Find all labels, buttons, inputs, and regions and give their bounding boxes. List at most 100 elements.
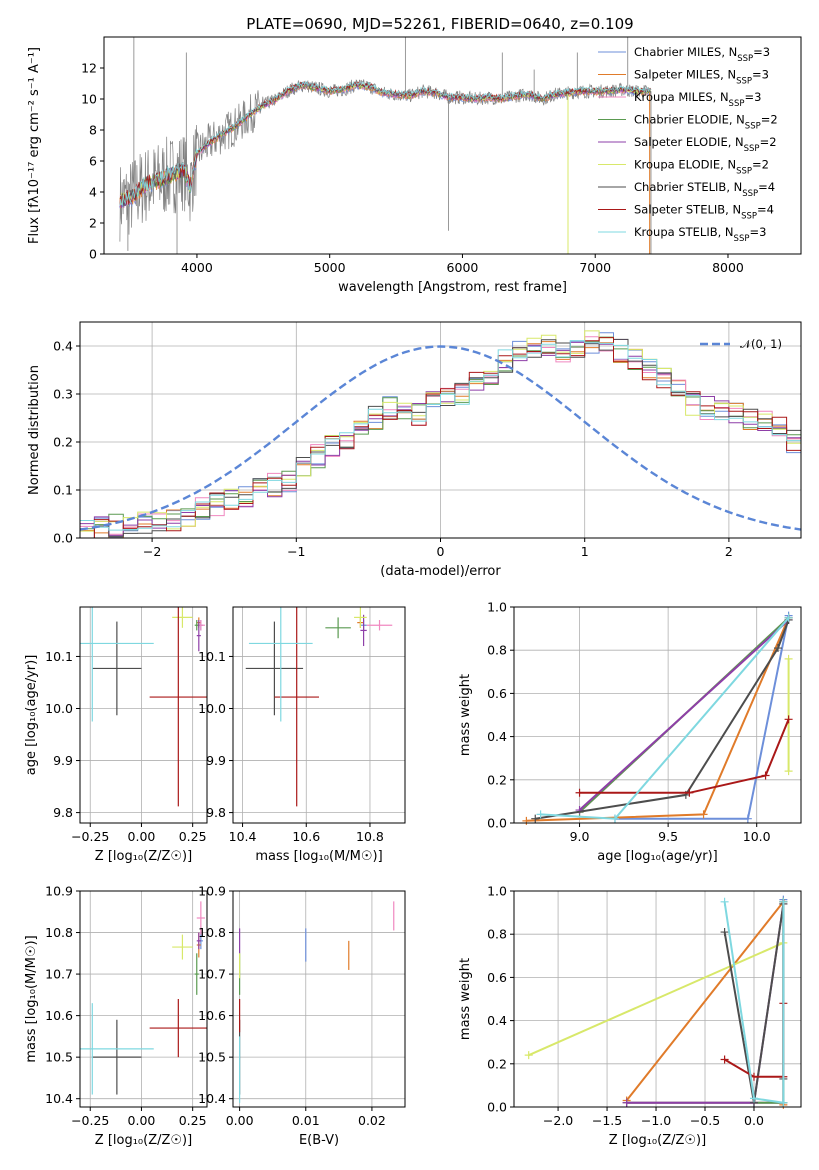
weight-marker [784,715,793,724]
legend-entry: Chabrier STELIB, NSSP=4 [634,180,775,199]
histogram-4 [80,339,801,538]
weight-marker [531,814,540,823]
x-tick-label: 8000 [712,260,744,275]
model-spectrum-3 [119,82,651,207]
y-tick-label: 10.0 [45,701,73,716]
legend-entry: Kroupa MILES, NSSP=3 [634,90,761,109]
weight-series-8 [723,901,785,1104]
y-tick-label: 0.8 [487,643,507,658]
axes-frame [103,36,802,255]
y-axis-label: mass weight [458,958,473,1040]
x-tick-label: 0.00 [226,1113,254,1128]
axes-frame [513,606,802,824]
y-tick-label: 0.1 [53,483,73,498]
model-spectrum-1 [119,83,651,209]
residuals-panel: −2 −1 0 1 2 0.0 0.1 0.2 0.3 0.4 (data-model)/error… [27,321,802,579]
weight-marker [761,771,770,780]
weight-vs-age-plot-area [522,611,793,825]
x-tick-label: −1.5 [592,1113,622,1128]
y-tick-label: 0.8 [487,927,507,942]
y-tick-label: 10.6 [198,1008,226,1023]
weight-marker [720,897,729,906]
histogram-0 [80,332,801,538]
y-tick-label: 10.7 [198,967,226,982]
x-tick-label: 9.5 [658,829,678,844]
legend-entry: Kroupa STELIB, NSSP=3 [634,225,766,244]
x-tick-label: 7000 [579,260,611,275]
y-tick-label: 1.0 [487,600,507,615]
weight-series-5 [528,941,784,1057]
y-tick-label: 10.1 [45,649,73,664]
residuals-plot-area [80,330,801,538]
weight-marker [784,613,793,622]
axes-frame [513,890,802,1108]
x-tick-label: 6000 [447,260,479,275]
mass-vs-EBV-plot-area [239,901,395,1103]
x-tick-label: 2 [725,544,733,559]
model-spectrum-2 [119,83,651,209]
weight-marker [522,816,531,825]
weight-marker [524,1051,533,1060]
weight-marker [779,1098,788,1107]
model-spectrum-0 [119,84,651,209]
x-axis-label: Z [log₁₀(Z/Z☉)] [95,1133,192,1148]
axes-frame [79,606,208,824]
weight-marker [622,1098,631,1107]
x-tick-label: 0.00 [128,829,156,844]
y-axis-label: Normed distribution [27,365,42,495]
x-tick-label: −2.0 [543,1113,573,1128]
histogram-3 [80,336,801,538]
model-spectrum-5 [119,82,651,206]
y-tick-label: 10.8 [198,925,226,940]
x-tick-label: 0.25 [179,829,207,844]
model-spectrum-8 [119,80,651,206]
histogram-6 [80,338,801,538]
y-tick-label: 10.0 [198,701,226,716]
y-tick-label: 0.3 [53,387,73,402]
x-tick-label: 10.6 [292,829,320,844]
model-spectrum-7 [119,80,651,205]
x-axis-label: mass [log₁₀(M/M☉)] [255,849,382,864]
y-tick-label: 0.0 [53,531,73,546]
histogram-7 [80,337,801,538]
y-axis-label: Flux [fλ10⁻¹⁷ erg cm⁻² s⁻¹ A⁻¹] [27,47,42,244]
y-axis-label: age [log₁₀(age/yr)] [24,655,39,776]
x-tick-label: 0.01 [292,1113,320,1128]
model-spectrum-4 [119,81,651,209]
y-tick-label: 8 [89,123,97,138]
y-tick-label: 10.4 [45,1091,73,1106]
y-tick-label: 0.0 [487,816,507,831]
weight-marker [685,788,694,797]
x-axis-label: age [log₁₀(age/yr)] [597,849,718,864]
x-tick-label: 1 [581,544,589,559]
x-tick-label: 5000 [314,260,346,275]
y-tick-label: 0.2 [53,435,73,450]
weight-vs-age-panel: 9.0 9.5 10.0 0.0 0.2 0.4 0.6 0.8 1.0 age [log₁₀(a… [458,600,802,864]
axes-frame [79,321,802,539]
legend-entry: Kroupa ELODIE, NSSP=2 [634,158,769,177]
y-tick-label: 0.2 [487,1056,507,1071]
weight-series-6 [535,619,790,820]
figure-title: PLATE=0690, MJD=52261, FIBERID=0640, z=0… [246,15,633,33]
legend-entry: 𝒩(0, 1) [740,337,782,351]
spectrum-plot-area [119,37,652,254]
histogram-2 [80,336,801,538]
x-tick-label: 0.02 [358,1113,386,1128]
weight-series-8 [540,617,790,820]
legend-entry: Chabrier MILES, NSSP=3 [634,45,770,64]
x-tick-label: −1 [287,544,305,559]
weight-marker [743,814,752,823]
legend-entry: Salpeter MILES, NSSP=3 [634,68,769,87]
y-tick-label: 0.2 [487,772,507,787]
y-tick-label: 0 [89,247,97,262]
weight-marker [779,897,788,906]
y-tick-label: 2 [89,216,97,231]
weight-marker [575,788,584,797]
weight-marker [784,654,793,663]
y-tick-label: 0.6 [487,686,507,701]
y-tick-label: 9.8 [53,805,73,820]
y-tick-label: 0.4 [53,339,73,354]
y-tick-label: 10 [81,92,97,107]
axes-frame [79,890,208,1108]
